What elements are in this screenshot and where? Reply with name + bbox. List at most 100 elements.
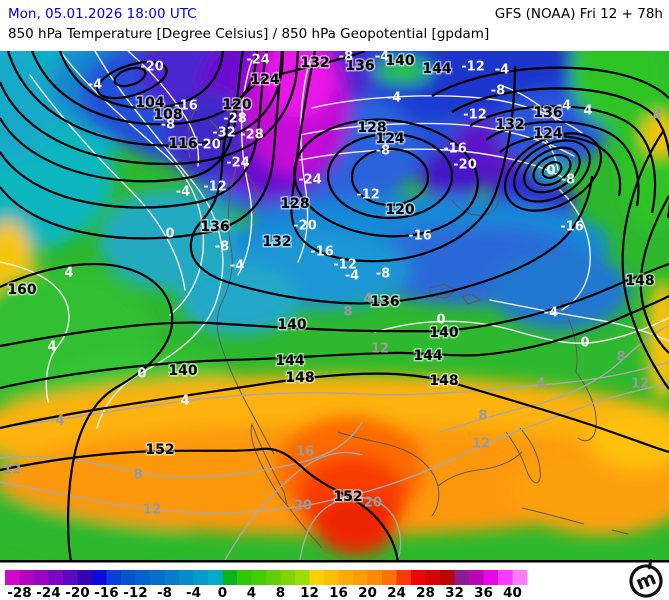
colorbar-tick-label: 28: [416, 585, 435, 600]
geopotential-contour: [541, 161, 563, 179]
colorbar-segment: [179, 570, 194, 585]
geopotential-contour: [0, 262, 669, 348]
coastline-path: [286, 504, 323, 549]
temperature-label: 8: [616, 350, 625, 365]
geopotential-label: 144: [413, 348, 442, 364]
geopotential-contour: [290, 51, 517, 263]
temperature-label: -16: [174, 99, 198, 114]
geopotential-label: 140: [168, 363, 197, 379]
colorbar-segment: [208, 570, 223, 585]
temperature-label: -12: [333, 258, 357, 273]
geopotential-contour: [499, 134, 622, 197]
colorbar-segment: [135, 570, 151, 585]
m-logo-icon: m: [629, 559, 663, 598]
temperature-label: -8: [339, 50, 353, 65]
logo-tick: [647, 559, 653, 570]
temperature-label: -12: [356, 188, 380, 203]
temperature-label: 20: [294, 499, 312, 514]
colorbar-segment: [5, 570, 20, 585]
colorbar-tick-label: 16: [329, 585, 348, 600]
colorbar-segment: [266, 570, 281, 585]
geopotential-label: 148: [625, 273, 654, 289]
colorbar-segment: [353, 570, 368, 585]
temperature-contour: [489, 299, 669, 342]
colorbar-segment: [106, 570, 122, 585]
colorbar: -28 -24 -20 -16 -12 -8 -4 0 4 8 12 16 20 24 28 32 36 40: [5, 570, 528, 600]
temperature-label: 4: [55, 414, 64, 429]
temperature-label: 4: [180, 394, 189, 409]
colorbar-segment: [164, 570, 180, 585]
coastline-path: [611, 529, 629, 535]
geopotential-label: 128: [357, 120, 386, 136]
temperature-label: 8: [343, 305, 352, 320]
geopotential-label: 148: [429, 373, 458, 389]
colorbar-tick-label: 4: [247, 585, 256, 600]
temperature-label: 12: [631, 377, 649, 392]
geopotential-contour: [532, 153, 572, 187]
geopotential-label: 136: [200, 219, 229, 235]
colorbar-tick-label: 40: [503, 585, 522, 600]
colorbar-segment: [150, 570, 165, 585]
colorbar-segment: [483, 570, 499, 585]
colorbar-tick-label: 8: [276, 585, 285, 600]
colorbar-tick-label: -4: [186, 585, 201, 600]
temperature-label: 8: [133, 468, 142, 483]
temperature-label: 12: [3, 463, 21, 478]
geopotential-label: 144: [422, 61, 451, 77]
map-title: 850 hPa Temperature [Degree Celsius] / 8…: [8, 26, 490, 42]
colorbar-tick-label: 36: [474, 585, 493, 600]
temperature-label: -20: [140, 60, 164, 75]
temperature-label: 8: [478, 409, 487, 424]
temperature-label: 4: [64, 266, 73, 281]
geopotential-contour: [639, 195, 669, 354]
temperature-label: 12: [472, 437, 490, 452]
temperature-label: 0: [580, 336, 589, 351]
geopotential-label: 132: [300, 55, 329, 71]
geopotential-contours: [0, 51, 669, 561]
geopotential-contour: [0, 372, 669, 454]
temperature-contour: [439, 325, 669, 433]
geopotential-label: 136: [345, 58, 374, 74]
geopotential-label: 140: [385, 53, 414, 69]
temperature-contour: [0, 382, 669, 514]
coastline-path: [521, 507, 585, 525]
geopotential-contour: [0, 51, 284, 240]
field-blob: [375, 59, 431, 83]
geopotential-contour: [0, 51, 300, 165]
geopotential-label: 160: [7, 282, 36, 298]
field-blob: [100, 190, 240, 290]
temperature-label: -12: [203, 180, 227, 195]
colorbar-tick-label: -28: [7, 585, 31, 600]
geopotential-contour: [0, 447, 399, 561]
geopotential-label: 144: [275, 353, 304, 369]
coastline-path: [250, 422, 288, 507]
colorbar-segment: [498, 570, 513, 585]
colorbar-segment: [222, 570, 238, 585]
geopotential-label: 140: [277, 317, 306, 333]
coastline-path: [559, 299, 597, 442]
geopotential-label: 120: [222, 97, 251, 113]
temperature-label: 4: [536, 377, 545, 392]
geopotential-contour: [6, 51, 285, 147]
geopotential-label: 136: [370, 294, 399, 310]
geopotential-contour: [113, 66, 147, 88]
colorbar-segment: [237, 570, 252, 585]
temperature-contour: [297, 59, 311, 263]
coastline-path: [437, 451, 523, 487]
colorbar-tick-label: 24: [387, 585, 406, 600]
temperature-label: -20: [293, 219, 317, 234]
geopotential-label: 124: [533, 126, 562, 142]
geopotential-label: 128: [280, 196, 309, 212]
geopotential-contour: [485, 120, 640, 207]
geopotential-contour: [0, 263, 174, 561]
temperature-label: 20: [364, 496, 382, 511]
colorbar-segment: [469, 570, 484, 585]
temperature-label: 12: [143, 503, 161, 518]
wetterzentrale-logo: m: [629, 559, 663, 598]
temperature-contour: [0, 361, 669, 429]
coastline-path: [461, 293, 482, 305]
map-bottom-border: [0, 560, 669, 563]
